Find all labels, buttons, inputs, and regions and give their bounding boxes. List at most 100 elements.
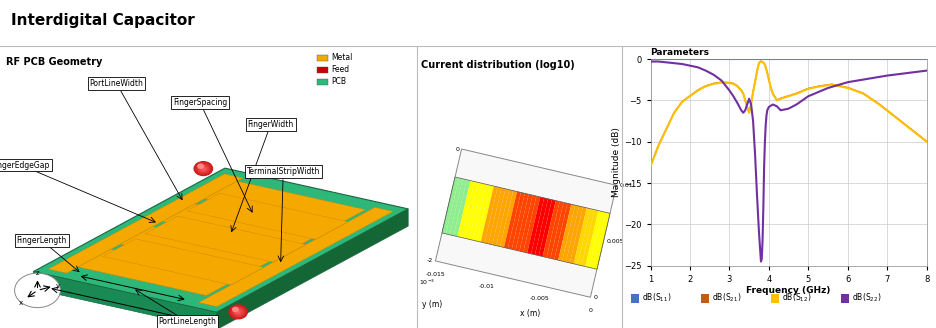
Text: y (m): y (m) [422,300,443,309]
Polygon shape [461,181,478,238]
Text: 0: 0 [593,295,597,300]
Polygon shape [34,168,408,312]
Text: TerminalStripWidth: TerminalStripWidth [246,167,320,176]
Bar [701,294,709,303]
Text: 0: 0 [456,147,460,152]
Circle shape [198,165,209,173]
Polygon shape [49,174,243,273]
Text: Metal: Metal [331,53,353,62]
Polygon shape [465,182,482,239]
Text: x: x [19,300,23,306]
Polygon shape [543,201,560,257]
Text: FingerSpacing: FingerSpacing [173,98,227,107]
Bar [841,294,849,303]
Circle shape [230,306,246,318]
Text: 0.01: 0.01 [620,183,633,188]
Polygon shape [485,187,502,244]
Polygon shape [585,211,602,267]
Circle shape [196,163,212,174]
Text: FingerWidth: FingerWidth [248,120,294,129]
X-axis label: Frequency (GHz): Frequency (GHz) [746,286,831,296]
Polygon shape [554,203,571,260]
Polygon shape [562,205,579,262]
Circle shape [15,273,61,308]
Text: -0.01: -0.01 [478,283,494,289]
Polygon shape [435,149,617,297]
Polygon shape [476,185,494,242]
Bar [316,78,329,85]
Text: PortLineLength: PortLineLength [158,317,216,326]
Polygon shape [519,195,536,252]
Text: -0.015: -0.015 [426,272,446,277]
Polygon shape [216,209,408,328]
Circle shape [199,166,207,172]
Polygon shape [34,272,216,328]
Polygon shape [504,192,521,248]
Polygon shape [581,210,598,267]
Polygon shape [535,199,552,256]
Text: PCB: PCB [331,77,346,86]
Polygon shape [163,204,323,250]
Polygon shape [593,213,610,269]
Polygon shape [198,207,393,307]
Text: y: y [55,282,60,289]
Text: Feed: Feed [331,65,349,74]
Text: FingerEdgeGap: FingerEdgeGap [0,160,50,170]
Polygon shape [205,181,365,227]
Text: PortLineWidth: PortLineWidth [90,79,143,88]
Circle shape [234,309,242,315]
Polygon shape [187,193,348,239]
Polygon shape [78,249,239,296]
Polygon shape [547,201,563,258]
Polygon shape [492,189,509,246]
Circle shape [197,164,210,174]
Polygon shape [539,200,556,256]
Bar [632,294,639,303]
Polygon shape [578,209,594,266]
Polygon shape [527,197,544,254]
Text: x (m): x (m) [519,309,540,318]
Y-axis label: Magnitude (dB): Magnitude (dB) [612,127,622,197]
Circle shape [229,305,247,319]
Text: $10^{-3}$: $10^{-3}$ [419,278,435,287]
Circle shape [237,311,240,313]
Polygon shape [458,181,475,237]
Polygon shape [442,177,459,234]
Polygon shape [589,212,607,268]
Polygon shape [469,183,486,240]
Polygon shape [489,188,505,245]
Polygon shape [145,216,306,262]
Polygon shape [473,184,490,241]
Polygon shape [516,194,533,251]
Circle shape [233,308,243,316]
Text: Current distribution (log10): Current distribution (log10) [421,60,575,70]
Text: Interdigital Capacitor: Interdigital Capacitor [11,13,195,28]
Polygon shape [550,202,567,259]
Polygon shape [558,204,575,261]
Polygon shape [449,179,467,236]
Circle shape [202,168,205,170]
Text: $\mathregular{dB(S_{21})}$: $\mathregular{dB(S_{21})}$ [712,292,741,304]
Circle shape [200,167,206,171]
Circle shape [194,162,212,175]
Polygon shape [496,190,513,247]
Circle shape [231,307,244,317]
Polygon shape [454,180,471,236]
Text: 0: 0 [589,308,592,313]
Text: FingerLength: FingerLength [17,236,66,245]
Text: -2: -2 [427,258,433,263]
Polygon shape [574,208,591,265]
Polygon shape [570,207,587,264]
Bar [316,67,329,73]
Circle shape [236,310,241,314]
Polygon shape [512,193,529,250]
Text: 0.005: 0.005 [607,239,624,244]
Text: $\mathregular{dB(S_{11})}$: $\mathregular{dB(S_{11})}$ [642,292,671,304]
Polygon shape [103,239,264,285]
Text: Parameters: Parameters [651,48,709,57]
Polygon shape [121,227,281,273]
Text: $\mathregular{dB(S_{12})}$: $\mathregular{dB(S_{12})}$ [782,292,812,304]
Polygon shape [531,198,548,255]
Text: RF PCB Geometry: RF PCB Geometry [7,57,103,67]
Polygon shape [566,206,583,263]
